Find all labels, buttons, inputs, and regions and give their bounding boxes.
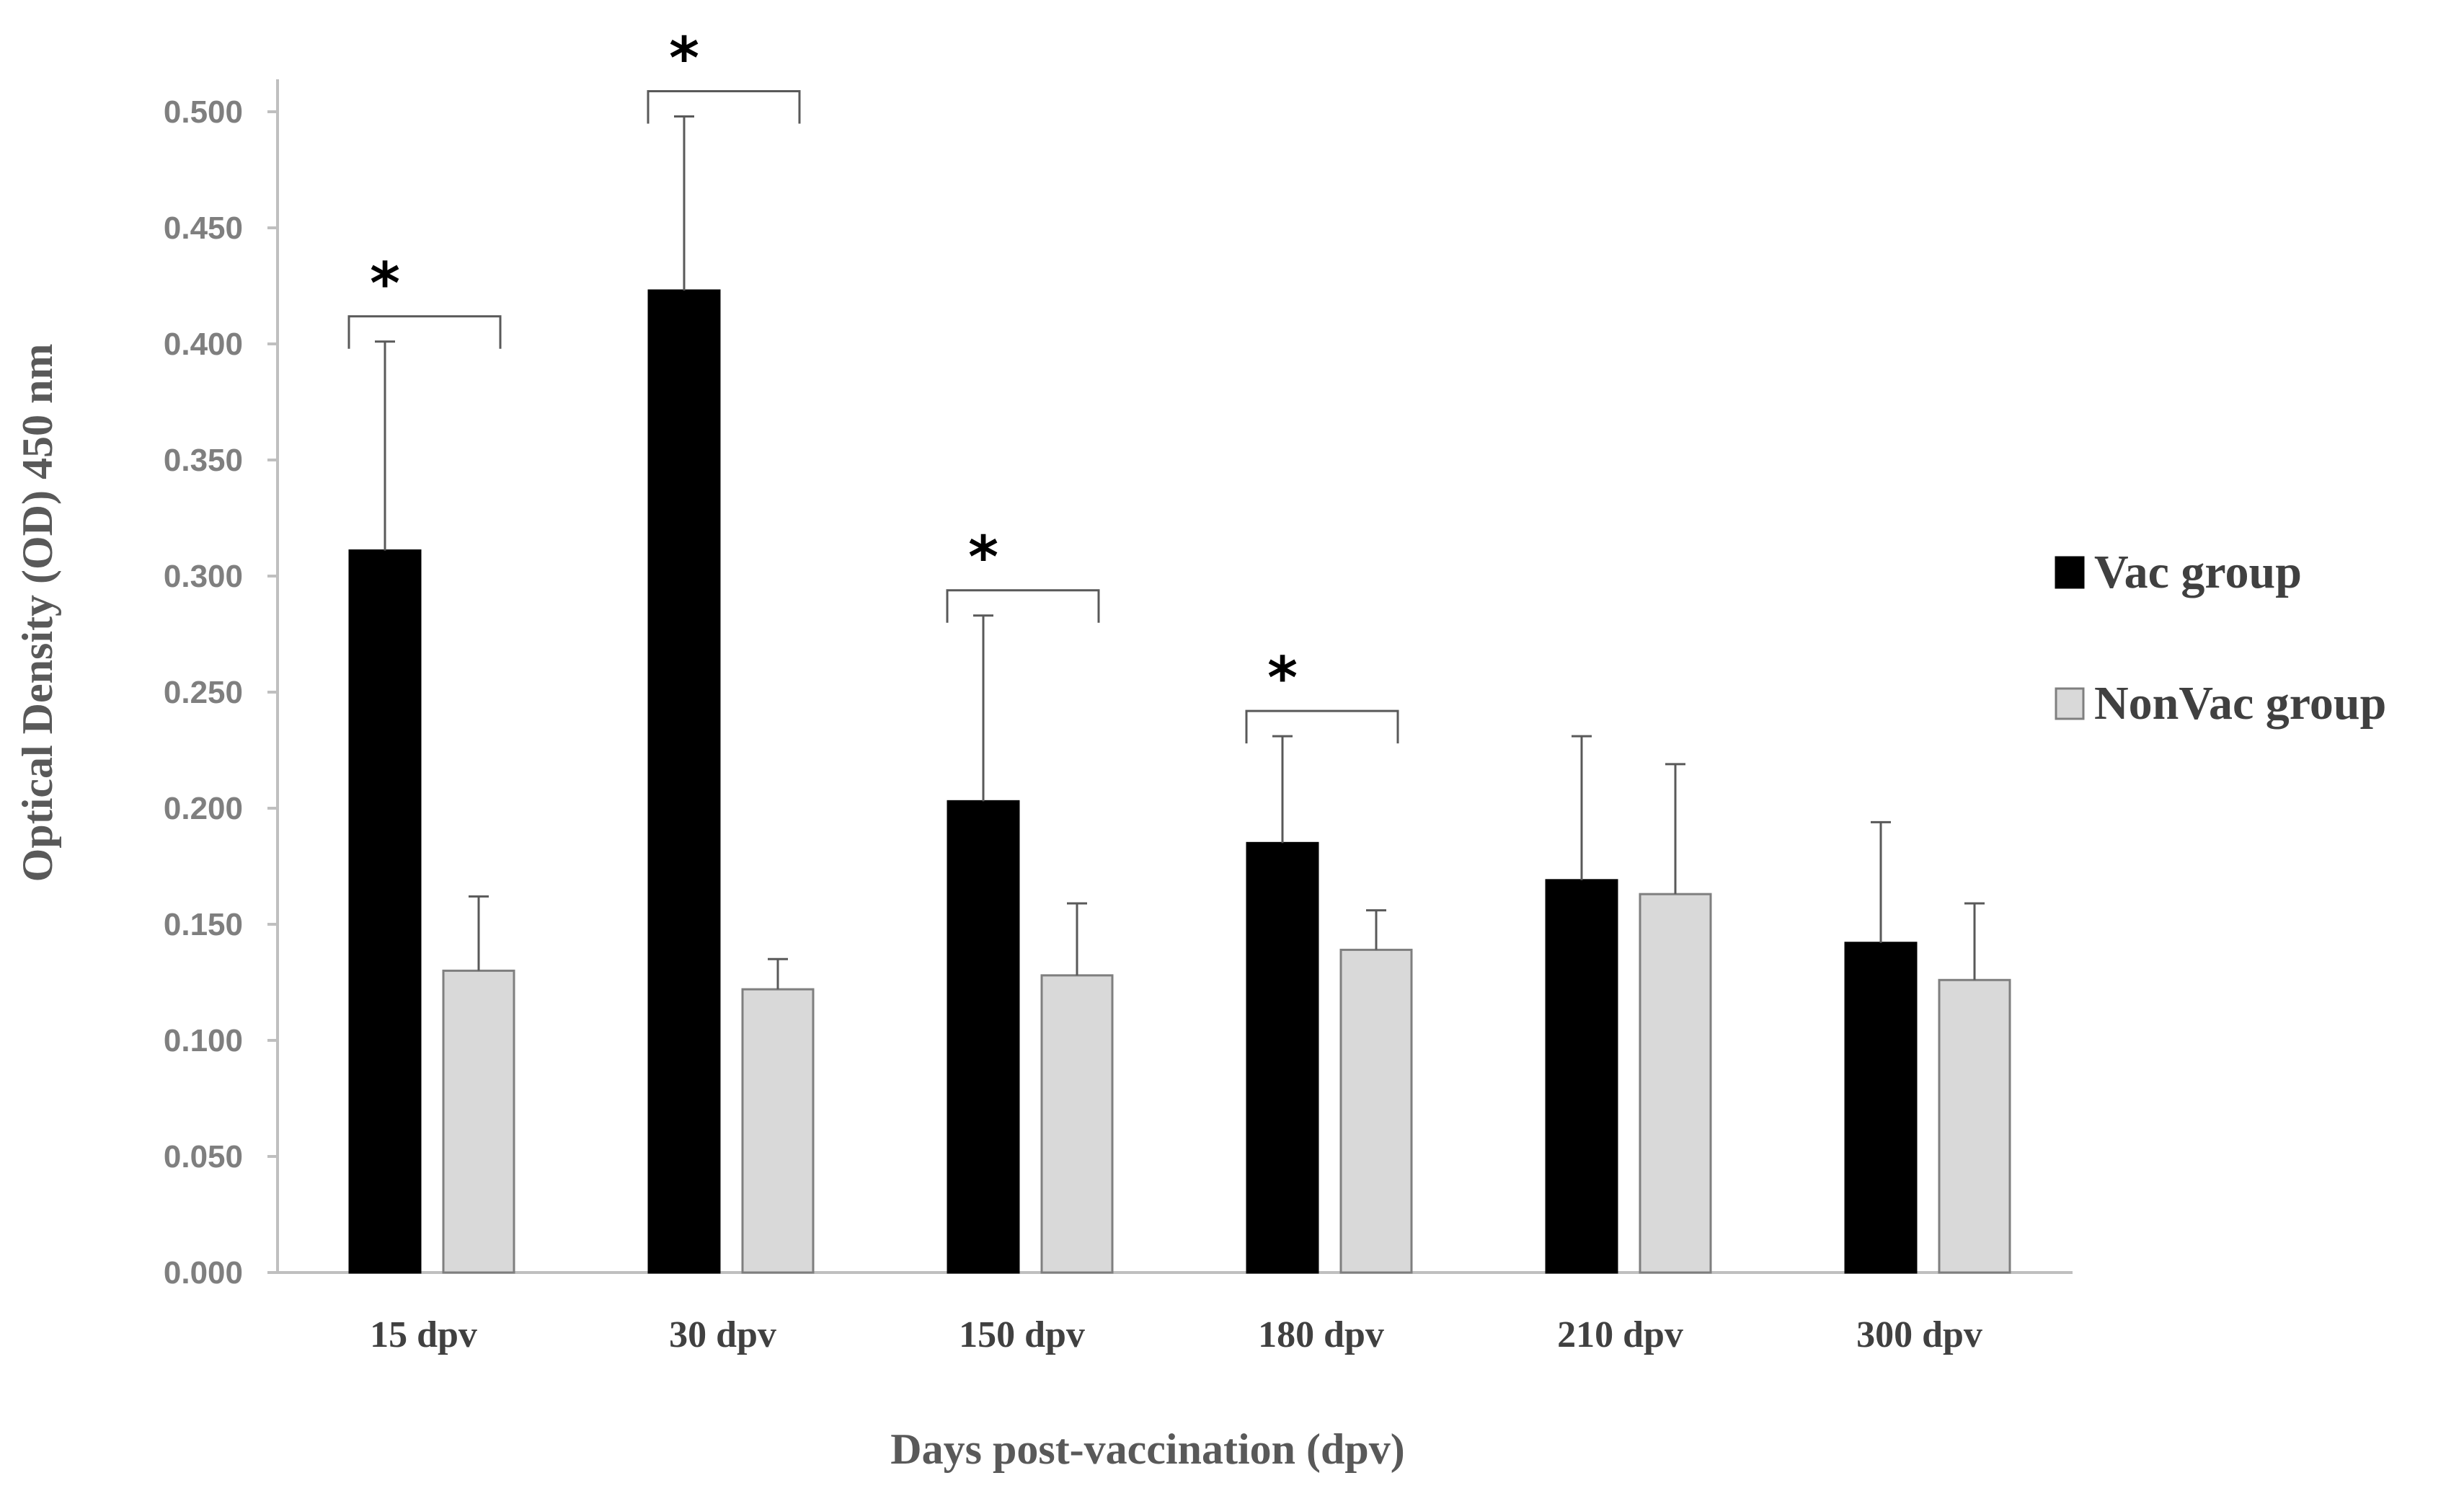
- x-category-label: 210 dpv: [1557, 1314, 1683, 1355]
- x-category-label: 15 dpv: [370, 1314, 477, 1355]
- bar-vac: [947, 800, 1020, 1274]
- x-category-label: 30 dpv: [669, 1314, 776, 1355]
- bar-nonvac: [1639, 893, 1712, 1274]
- bar-nonvac: [741, 988, 815, 1274]
- x-category-label: 150 dpv: [959, 1314, 1085, 1355]
- y-tick-label: 0.400: [164, 327, 243, 362]
- bar-nonvac: [1040, 974, 1114, 1274]
- x-axis: 15 dpv 30 dpv 150 dpv 180 dpv 210 dpv 300 dpv: [278, 1271, 2073, 1355]
- legend: Vac group NonVac group: [2055, 546, 2386, 730]
- bar-vac: [1246, 841, 1319, 1274]
- significance-bracket: [946, 589, 1100, 623]
- y-tick-label: 0.300: [164, 559, 243, 594]
- significance-bracket: [347, 315, 502, 349]
- y-axis-title: Optical Density (OD) 450 nm: [14, 344, 61, 882]
- legend-swatch-nonvac: [2055, 687, 2085, 720]
- bar-vac: [1545, 879, 1618, 1274]
- y-tick-label: 0.000: [164, 1255, 243, 1291]
- significance-markers: * * * *: [347, 25, 1399, 744]
- y-axis: 0.000 0.050 0.100 0.150 0.200 0.250 0.300 0.350…: [164, 79, 279, 1291]
- bar-vac: [348, 549, 422, 1274]
- bar-nonvac: [442, 969, 515, 1274]
- significance-star: *: [968, 524, 998, 591]
- significance-star: *: [669, 25, 699, 92]
- legend-label-nonvac: NonVac group: [2094, 677, 2386, 730]
- significance-bracket: [1245, 709, 1399, 744]
- y-tick-label: 0.200: [164, 791, 243, 826]
- y-tick-label: 0.450: [164, 211, 243, 246]
- x-axis-title: Days post-vaccination (dpv): [890, 1425, 1404, 1473]
- significance-star: *: [1267, 645, 1298, 712]
- bar-nonvac: [1938, 978, 2011, 1274]
- y-tick-label: 0.350: [164, 443, 243, 478]
- x-category-label: 300 dpv: [1856, 1314, 1982, 1355]
- y-tick-label: 0.250: [164, 675, 243, 710]
- legend-label-vac: Vac group: [2094, 546, 2302, 598]
- bar-vac: [1844, 942, 1918, 1274]
- legend-swatch-vac: [2055, 556, 2085, 589]
- bars: [348, 115, 2011, 1274]
- significance-bracket: [647, 89, 801, 124]
- y-tick-label: 0.100: [164, 1023, 243, 1058]
- y-tick-label: 0.050: [164, 1139, 243, 1174]
- significance-star: *: [370, 250, 400, 317]
- bar-nonvac: [1339, 948, 1413, 1274]
- bar-vac: [647, 289, 721, 1274]
- y-tick-label: 0.500: [164, 94, 243, 130]
- x-category-label: 180 dpv: [1258, 1314, 1384, 1355]
- y-tick-label: 0.150: [164, 907, 243, 942]
